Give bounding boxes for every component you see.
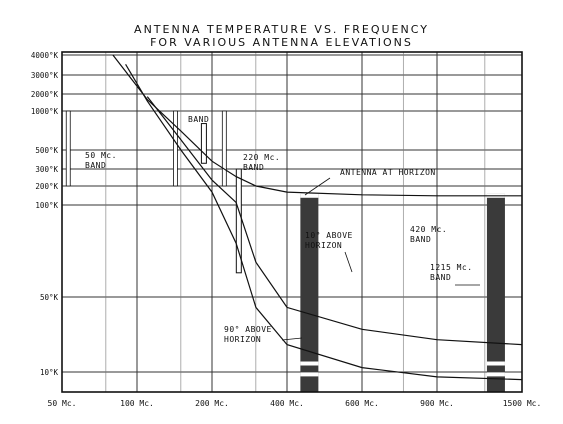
band-label: BAND xyxy=(430,273,451,282)
series-label: HORIZON xyxy=(224,335,261,344)
x-tick-label: 100 Mc. xyxy=(120,399,154,408)
y-tick-label: 10°K xyxy=(40,368,59,377)
chart-title-line-2: FOR VARIOUS ANTENNA ELEVATIONS xyxy=(150,36,413,49)
band-shade xyxy=(300,193,319,392)
x-tick-label: 1500 Mc. xyxy=(503,399,542,408)
band-gap xyxy=(486,372,505,377)
y-tick-label: 2000°K xyxy=(31,90,59,99)
series-line xyxy=(125,63,523,381)
x-tick-label: 200 Mc. xyxy=(195,399,229,408)
y-tick-label: 100°K xyxy=(35,201,58,210)
band-label: 1215 Mc. xyxy=(430,263,473,272)
series-label: 90° ABOVE xyxy=(224,325,272,334)
x-tick-label: 400 Mc. xyxy=(270,399,304,408)
band-label: 420 Mc. xyxy=(410,225,447,234)
band-gap xyxy=(300,361,319,366)
series-line xyxy=(146,96,523,346)
series-label: 10° ABOVE xyxy=(305,231,353,240)
y-tick-label: 200°K xyxy=(35,182,58,191)
band-mark xyxy=(221,110,227,187)
band-mark xyxy=(65,110,71,187)
series-line xyxy=(112,54,522,197)
x-tick-label: 600 Mc. xyxy=(345,399,379,408)
band-label: BAND xyxy=(243,163,264,172)
leader-line xyxy=(304,177,331,196)
band-gap xyxy=(486,361,505,366)
band-label: BAND xyxy=(410,235,431,244)
band-mark xyxy=(200,123,207,164)
y-tick-label: 1000°K xyxy=(31,107,59,116)
band-mark xyxy=(235,168,242,274)
series-label: ANTENNA AT HORIZON xyxy=(340,168,436,177)
band-label: BAND xyxy=(188,115,209,124)
band-label: BAND xyxy=(85,161,106,170)
band-mark xyxy=(173,110,178,187)
y-tick-label: 3000°K xyxy=(31,71,59,80)
band-gap xyxy=(300,193,319,198)
leader-line xyxy=(281,337,303,341)
band-gap xyxy=(300,372,319,377)
plot-frame xyxy=(61,51,523,393)
x-tick-label: 900 Mc. xyxy=(420,399,454,408)
y-tick-label: 500°K xyxy=(35,146,58,155)
x-tick-label: 50 Mc. xyxy=(48,399,77,408)
band-label: 220 Mc. xyxy=(243,153,280,162)
leader-line xyxy=(344,251,353,273)
y-tick-label: 50°K xyxy=(40,293,59,302)
chart-title-line-1: ANTENNA TEMPERATURE VS. FREQUENCY xyxy=(134,23,429,36)
band-label: 50 Mc. xyxy=(85,151,117,160)
series-label: HORIZON xyxy=(305,241,342,250)
y-tick-label: 300°K xyxy=(35,165,58,174)
y-tick-label: 4000°K xyxy=(31,51,59,60)
